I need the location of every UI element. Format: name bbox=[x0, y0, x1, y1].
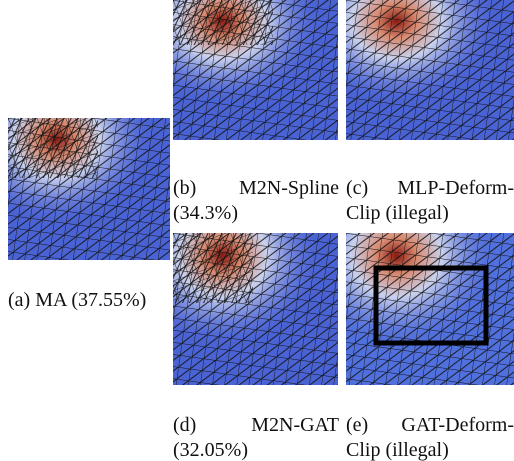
caption: (d) M2N-GAT (32.05%) bbox=[173, 413, 339, 461]
caption: (a) MA (37.55%) bbox=[8, 288, 172, 313]
figure: (a) MA (37.55%) (b) M2N-Spline (34.3%) (… bbox=[0, 0, 514, 461]
mesh-image bbox=[346, 233, 514, 385]
mesh-image bbox=[173, 233, 338, 385]
caption: (e) GAT-Deform-Clip (illegal) bbox=[346, 413, 514, 461]
mesh-image bbox=[346, 0, 514, 140]
mesh-image bbox=[173, 0, 338, 140]
caption: (c) MLP-Deform-Clip (illegal) bbox=[346, 176, 514, 226]
mesh-image bbox=[8, 118, 170, 260]
caption: (b) M2N-Spline (34.3%) bbox=[173, 176, 339, 226]
